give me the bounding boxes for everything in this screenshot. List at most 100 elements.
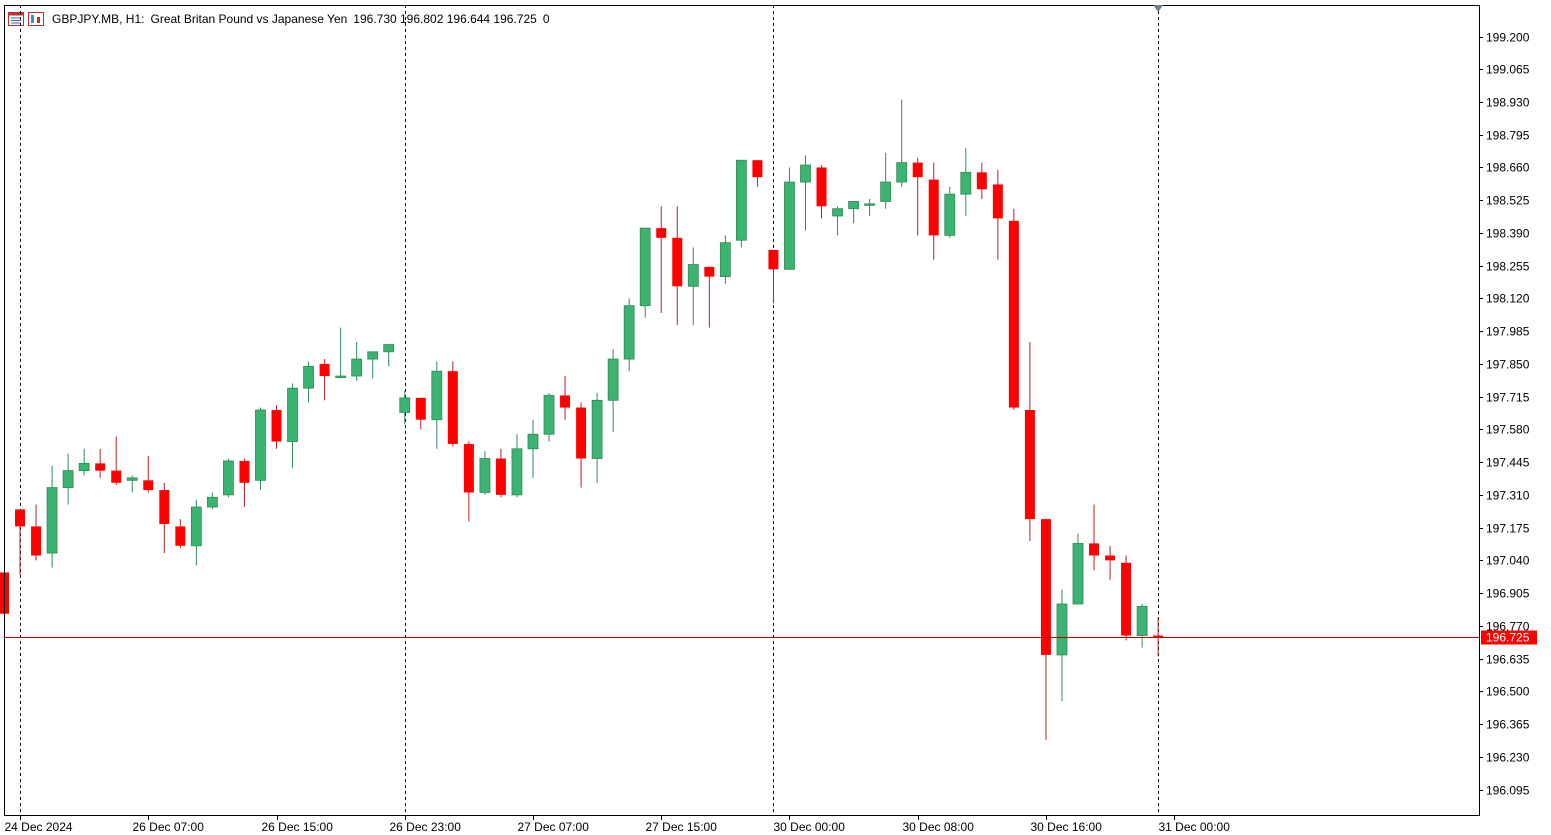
candle-body — [960, 171, 972, 195]
candle-body — [303, 365, 314, 389]
candle — [479, 451, 491, 495]
y-tick-label: 197.445 — [1486, 456, 1530, 470]
candle-body — [511, 448, 523, 496]
candle — [287, 383, 298, 469]
candle-body — [463, 443, 474, 493]
candle-body — [351, 358, 363, 377]
chart-symbol: GBPJPY.MB, H1: — [52, 12, 145, 26]
candle — [848, 201, 859, 224]
candle-body — [1121, 562, 1132, 636]
candle-body — [752, 160, 763, 178]
candle — [864, 199, 876, 216]
candle — [175, 519, 186, 549]
candle-body — [223, 460, 234, 496]
candle — [543, 393, 555, 442]
candle — [415, 397, 426, 430]
candle — [511, 434, 523, 498]
symbol-window-icon[interactable] — [28, 12, 44, 26]
chart-header: GBPJPY.MB, H1: Great Britan Pound vs Jap… — [8, 10, 550, 28]
candle-body — [672, 237, 683, 287]
candle-body — [62, 470, 74, 489]
candle — [880, 152, 892, 209]
candle-body — [704, 266, 715, 277]
candle — [896, 99, 908, 187]
y-tick-label: 196.095 — [1486, 784, 1530, 798]
y-tick-label: 198.660 — [1486, 161, 1530, 175]
candle — [1089, 504, 1100, 571]
candle-body — [431, 370, 443, 421]
candle-body — [78, 462, 90, 472]
candle-body — [159, 490, 170, 524]
candle-body — [335, 375, 347, 378]
x-tick-label: 26 Dec 23:00 — [390, 820, 462, 834]
candle-body — [832, 208, 843, 217]
chart-shift-marker — [1153, 5, 1164, 12]
candle — [1121, 555, 1132, 641]
candle-body — [1153, 635, 1164, 638]
candle — [656, 206, 667, 313]
candle — [159, 482, 170, 554]
y-tick-label: 199.200 — [1486, 31, 1530, 45]
y-tick-label: 196.635 — [1486, 653, 1530, 667]
candle — [784, 167, 795, 270]
candle-body — [1089, 543, 1100, 556]
candle — [704, 266, 715, 328]
x-tick-label: 27 Dec 15:00 — [646, 820, 718, 834]
candle — [126, 475, 138, 493]
day-separators — [20, 5, 1159, 815]
candle — [800, 155, 811, 231]
candle — [111, 436, 122, 486]
candle — [960, 148, 972, 216]
candle-body — [111, 470, 122, 483]
chart-window-icon[interactable] — [8, 12, 24, 26]
candle — [95, 448, 106, 478]
y-tick-label: 196.365 — [1486, 718, 1530, 732]
candle — [319, 359, 330, 401]
candle-body — [95, 463, 106, 471]
candle — [495, 448, 506, 498]
candle — [639, 227, 651, 318]
candle — [303, 361, 314, 403]
candle — [735, 159, 747, 248]
plot-frame — [4, 5, 1480, 816]
candle — [832, 206, 843, 236]
y-tick-label: 196.230 — [1486, 751, 1530, 765]
x-tick-label: 24 Dec 2024 — [5, 820, 73, 834]
candle — [399, 390, 411, 425]
candle-body — [1008, 220, 1019, 408]
candle-body — [447, 371, 458, 444]
x-tick-label: 30 Dec 16:00 — [1031, 820, 1103, 834]
candle-body — [1040, 519, 1051, 655]
candle-body — [687, 264, 699, 287]
chart-description: Great Britan Pound vs Japanese Yen — [150, 12, 348, 26]
candle-body — [896, 162, 908, 183]
candle-body — [576, 407, 587, 459]
candle — [687, 247, 699, 326]
candle-body — [800, 164, 811, 183]
y-tick-label: 197.850 — [1486, 358, 1530, 372]
y-tick-label: 197.580 — [1486, 423, 1530, 437]
candle-body — [848, 201, 859, 210]
x-tick-label: 26 Dec 07:00 — [133, 820, 205, 834]
candle-body — [143, 480, 154, 491]
candle — [992, 169, 1003, 260]
candle — [239, 458, 250, 508]
candle — [190, 499, 202, 566]
candle — [576, 402, 587, 488]
x-tick-label: 27 Dec 07:00 — [518, 820, 590, 834]
candle — [1072, 533, 1084, 605]
candle — [768, 249, 779, 304]
candle-body — [543, 395, 555, 435]
chart-extra: 0 — [542, 12, 550, 26]
candle — [15, 509, 26, 575]
candle-body — [1024, 410, 1035, 520]
candle — [944, 186, 956, 238]
candle — [719, 235, 731, 284]
candle — [623, 298, 635, 372]
candle-body — [479, 458, 491, 493]
x-tick-label: 31 Dec 00:00 — [1159, 820, 1231, 834]
candle-body — [190, 506, 202, 547]
candle — [607, 349, 619, 432]
